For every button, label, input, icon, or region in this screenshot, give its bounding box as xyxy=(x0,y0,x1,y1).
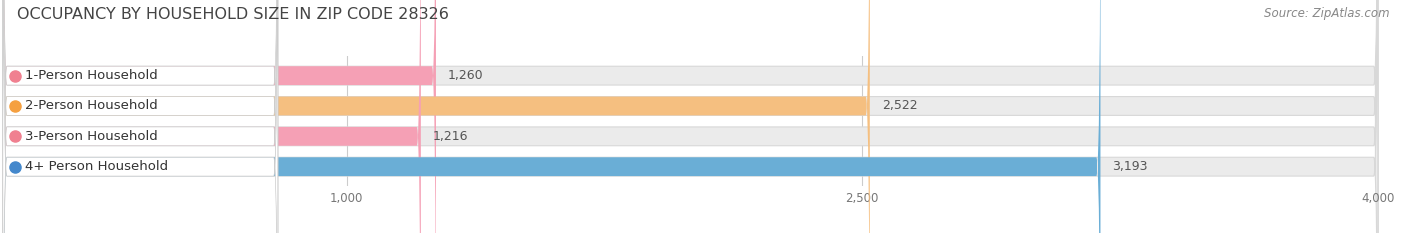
FancyBboxPatch shape xyxy=(3,0,1378,233)
FancyBboxPatch shape xyxy=(3,0,1101,233)
FancyBboxPatch shape xyxy=(3,0,436,233)
FancyBboxPatch shape xyxy=(3,0,870,233)
FancyBboxPatch shape xyxy=(3,0,278,233)
FancyBboxPatch shape xyxy=(3,0,420,233)
FancyBboxPatch shape xyxy=(3,0,1378,233)
Text: 2,522: 2,522 xyxy=(882,99,918,113)
FancyBboxPatch shape xyxy=(3,0,1378,233)
FancyBboxPatch shape xyxy=(3,0,278,233)
FancyBboxPatch shape xyxy=(3,0,278,233)
FancyBboxPatch shape xyxy=(3,0,278,233)
Text: 1,260: 1,260 xyxy=(449,69,484,82)
FancyBboxPatch shape xyxy=(3,0,1378,233)
Text: 3,193: 3,193 xyxy=(1112,160,1147,173)
Text: 1-Person Household: 1-Person Household xyxy=(25,69,157,82)
Text: Source: ZipAtlas.com: Source: ZipAtlas.com xyxy=(1264,7,1389,20)
Text: 1,216: 1,216 xyxy=(433,130,468,143)
Text: 3-Person Household: 3-Person Household xyxy=(25,130,157,143)
Text: OCCUPANCY BY HOUSEHOLD SIZE IN ZIP CODE 28326: OCCUPANCY BY HOUSEHOLD SIZE IN ZIP CODE … xyxy=(17,7,449,22)
Text: 2-Person Household: 2-Person Household xyxy=(25,99,157,113)
Text: 4+ Person Household: 4+ Person Household xyxy=(25,160,169,173)
